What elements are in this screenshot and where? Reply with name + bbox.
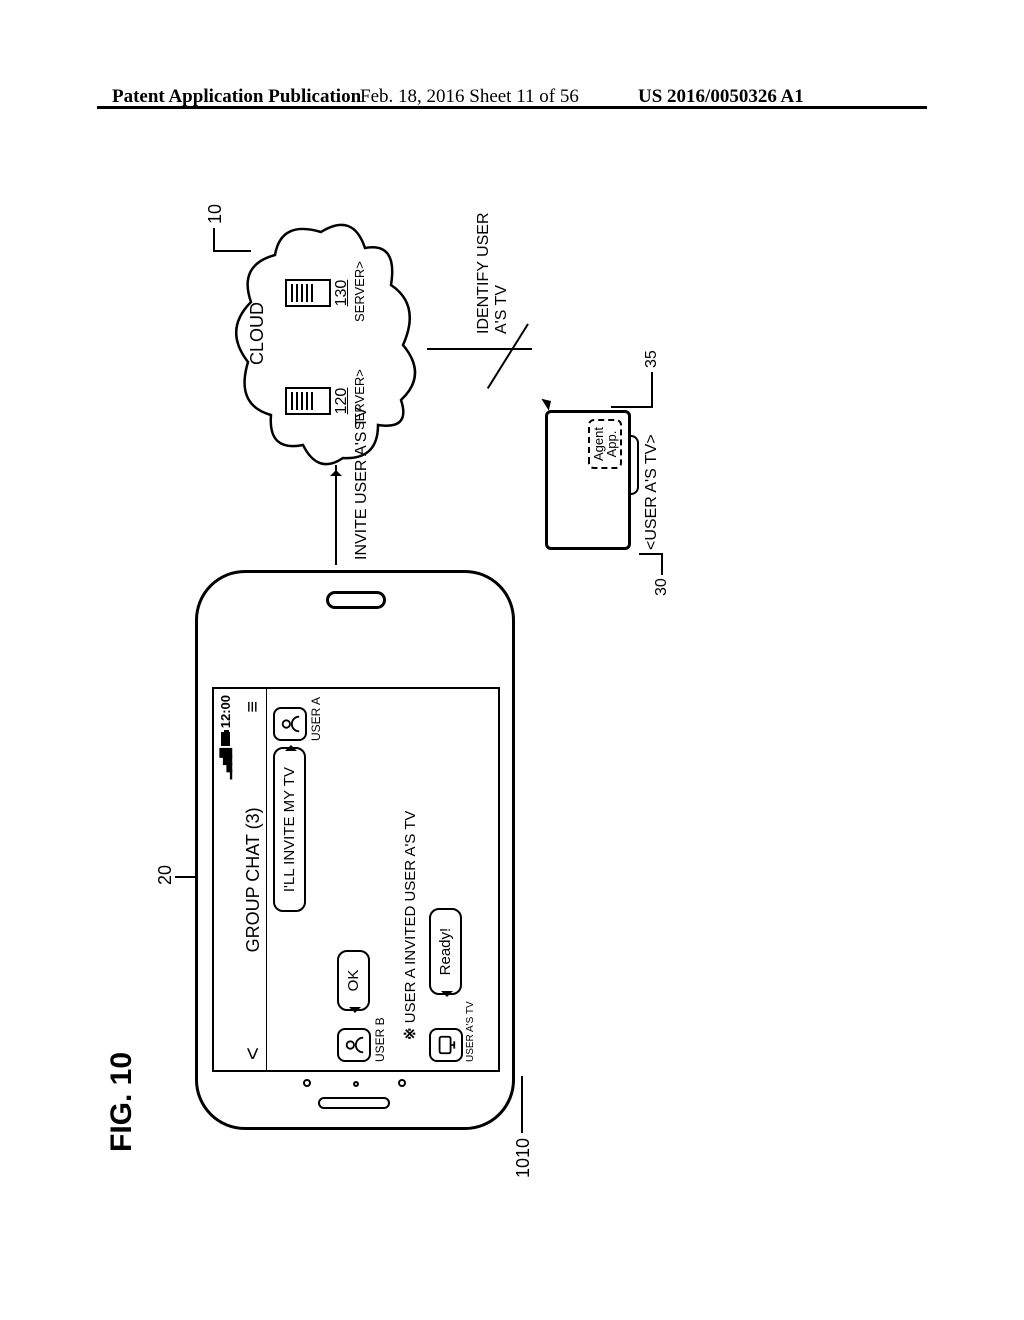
phone-sensor-1 <box>303 1079 311 1087</box>
cloud: CLOUD 120 SERVER> 130 SERVER> <box>223 220 423 470</box>
phone-sensor-3 <box>398 1079 406 1087</box>
callout-35: 35 <box>643 350 661 368</box>
status-bar: ▁▃▅▇ 12:00 <box>214 689 236 1070</box>
callout-20: 20 <box>155 865 176 885</box>
header-rule <box>97 106 927 109</box>
arrow-phone-to-cloud <box>335 465 337 565</box>
bubble-user-b: OK <box>337 950 370 1012</box>
tv-icon <box>435 1034 457 1056</box>
phone-sensor-2 <box>353 1081 359 1087</box>
leader-line-35h <box>651 372 653 408</box>
tv-screen: AgentApp. <box>545 410 631 550</box>
battery-icon <box>221 732 230 746</box>
bubble-tv: Ready! <box>429 908 462 996</box>
message-row-user-b: USER B OK <box>337 950 387 1062</box>
system-message-text: USER A INVITED USER A'S TV <box>402 811 419 1024</box>
menu-icon: ≡ <box>242 699 265 713</box>
leader-line-30v <box>639 553 661 555</box>
server-tower-icon <box>285 279 331 307</box>
avatar-user-b <box>337 1028 371 1062</box>
label-user-a: USER A <box>309 697 323 741</box>
figure-rotated-canvas: FIG. 10 20 1010 ▁▃▅▇ 12:00 <box>95 210 925 1160</box>
arrow-cloud-to-tv-v <box>427 348 532 350</box>
message-server: 120 SERVER> <box>285 372 367 430</box>
leader-line-10h <box>213 228 215 252</box>
bubble-user-a: I'LL INVITE MY TV <box>273 747 306 912</box>
back-icon: < <box>240 1047 266 1060</box>
callout-30: 30 <box>653 578 671 596</box>
avatar-user-a <box>273 707 307 741</box>
signal-icon: ▁▃▅▇ <box>218 750 232 779</box>
leader-line-35v <box>611 406 651 408</box>
person-icon <box>279 713 301 735</box>
callout-1010: 1010 <box>513 1138 534 1178</box>
phone-home-button <box>326 591 386 609</box>
asterisk-icon: ※ <box>402 1027 419 1040</box>
callout-120: 120 <box>333 372 351 430</box>
header-left: Patent Application Publication <box>112 86 361 108</box>
avatar-tv <box>429 1028 463 1062</box>
label-tv: USER A'S TV <box>465 1001 476 1062</box>
server-tower-icon <box>285 387 331 415</box>
label-identify-tv: IDENTIFY USER A'S TV <box>475 210 511 334</box>
cloud-label: CLOUD <box>247 302 268 365</box>
chat-body: USER A I'LL INVITE MY TV USER B <box>266 689 498 1070</box>
avatar-user-a-wrap: USER A <box>273 697 323 741</box>
status-time: 12:00 <box>218 695 233 728</box>
leader-line-20 <box>175 876 195 878</box>
phone-device: ▁▃▅▇ 12:00 < GROUP CHAT (3) ≡ <box>195 570 515 1130</box>
header-center: Feb. 18, 2016 Sheet 11 of 56 <box>360 86 579 108</box>
control-server-caption: SERVER> <box>353 264 367 322</box>
message-row-tv: USER A'S TV Ready! <box>429 908 476 1062</box>
chat-title-text: GROUP CHAT (3) <box>243 807 264 952</box>
leader-line-1010h <box>521 1076 523 1133</box>
avatar-user-b-wrap: USER B <box>337 1017 387 1062</box>
message-server-caption: SERVER> <box>353 372 367 430</box>
leader-line-30h <box>661 553 663 575</box>
message-row-user-a: USER A I'LL INVITE MY TV <box>273 697 323 912</box>
header-right: US 2016/0050326 A1 <box>638 86 804 108</box>
phone-body: ▁▃▅▇ 12:00 < GROUP CHAT (3) ≡ <box>195 570 515 1130</box>
figure-label: FIG. 10 <box>105 1052 139 1152</box>
label-user-b: USER B <box>373 1017 387 1062</box>
agent-app-box: AgentApp. <box>588 419 622 469</box>
avatar-tv-wrap: USER A'S TV <box>429 1001 476 1062</box>
figure-10: FIG. 10 20 1010 ▁▃▅▇ 12:00 <box>95 210 925 1160</box>
control-server: 130 SERVER> <box>285 264 367 322</box>
system-message: ※ USER A INVITED USER A'S TV <box>401 811 419 1040</box>
phone-speaker <box>318 1097 390 1109</box>
chat-header: < GROUP CHAT (3) ≡ <box>236 689 270 1070</box>
phone-screen: ▁▃▅▇ 12:00 < GROUP CHAT (3) ≡ <box>212 687 500 1072</box>
callout-130: 130 <box>333 264 351 322</box>
person-icon <box>343 1034 365 1056</box>
